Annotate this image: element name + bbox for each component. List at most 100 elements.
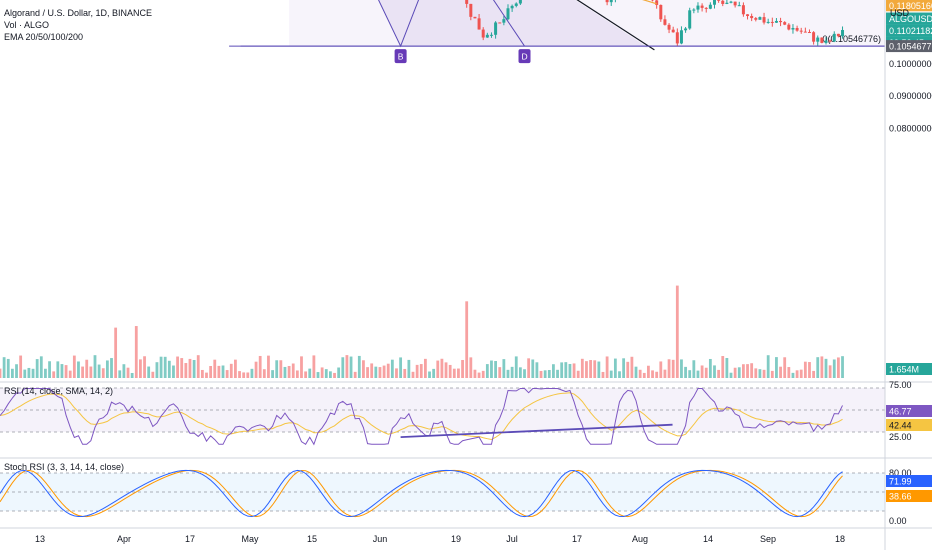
- volume-bar: [829, 365, 832, 378]
- candle-body: [502, 19, 505, 23]
- volume-bar: [569, 364, 572, 378]
- volume-bar: [445, 362, 448, 378]
- volume-bar: [48, 361, 51, 378]
- time-tick: Apr: [117, 534, 131, 544]
- volume-bar: [659, 361, 662, 378]
- volume-bar: [420, 364, 423, 378]
- chart-title: Algorand / U.S. Dollar, 1D, BINANCE: [4, 8, 152, 19]
- time-tick: Sep: [760, 534, 776, 544]
- rsi-value-tag: 46.77: [889, 407, 912, 417]
- volume-bar: [370, 363, 373, 378]
- candle-body: [763, 17, 766, 22]
- volume-bar: [742, 364, 745, 378]
- volume-bar: [139, 359, 142, 378]
- volume-bar: [664, 370, 667, 378]
- volume-bar: [143, 356, 146, 378]
- candle-body: [825, 41, 828, 43]
- currency-label: USD: [890, 8, 909, 19]
- volume-bar: [589, 360, 592, 378]
- candle-body: [469, 4, 472, 17]
- volume-bar: [515, 356, 518, 378]
- candle-body: [610, 0, 613, 2]
- volume-bar: [523, 369, 526, 378]
- candle-body: [606, 0, 609, 2]
- volume-bar: [98, 365, 101, 378]
- volume-bar: [180, 358, 183, 378]
- volume-bar: [812, 371, 815, 378]
- low-tag: 0.10546776: [889, 42, 932, 52]
- volume-bar: [717, 370, 720, 378]
- time-tick: 13: [35, 534, 45, 544]
- volume-bar: [536, 362, 539, 378]
- volume-bar: [841, 356, 844, 378]
- volume-bar: [449, 365, 452, 378]
- volume-bar: [833, 359, 836, 378]
- volume-bar: [0, 369, 1, 378]
- volume-bar: [110, 358, 113, 378]
- candle-body: [841, 30, 844, 36]
- volume-bar: [193, 360, 196, 378]
- volume-bar: [271, 370, 274, 378]
- volume-bar: [263, 369, 266, 378]
- volume-bar: [284, 367, 287, 378]
- volume-bar: [341, 357, 344, 378]
- volume-bar: [321, 367, 324, 378]
- time-tick: 17: [185, 534, 195, 544]
- volume-bar: [383, 366, 386, 378]
- rsi-tick: 75.00: [889, 380, 912, 390]
- volume-bar: [172, 366, 175, 378]
- volume-bar: [511, 367, 514, 378]
- volume-bar: [461, 360, 464, 378]
- volume-bar: [201, 370, 204, 378]
- volume-bar: [597, 362, 600, 378]
- volume-bar: [94, 355, 97, 378]
- volume-bar: [825, 359, 828, 378]
- volume-bar: [705, 368, 708, 378]
- volume-bar: [416, 365, 419, 378]
- volume-bar: [639, 370, 642, 378]
- volume-bar: [763, 370, 766, 378]
- volume-bar: [482, 371, 485, 378]
- volume-bar: [325, 369, 328, 378]
- candle-body: [709, 5, 712, 9]
- time-tick: May: [241, 534, 259, 544]
- volume-bar: [474, 370, 477, 378]
- volume-bar: [354, 372, 357, 378]
- volume-bar: [713, 365, 716, 378]
- candle-body: [680, 30, 683, 43]
- candle-body: [750, 16, 753, 18]
- candle-body: [478, 18, 481, 29]
- fib-label: 0(0.10546776): [822, 34, 881, 44]
- volume-bar: [581, 359, 584, 378]
- volume-bar: [635, 367, 638, 378]
- volume-bar: [630, 357, 633, 378]
- volume-bar: [15, 364, 18, 378]
- volume-bar: [251, 369, 254, 378]
- volume-bar: [217, 366, 220, 378]
- volume-bar: [114, 328, 117, 378]
- volume-bar: [754, 368, 757, 378]
- candle-body: [688, 10, 691, 28]
- time-tick: 18: [835, 534, 845, 544]
- candle-body: [668, 25, 671, 30]
- volume-bar: [366, 367, 369, 378]
- volume-bar: [585, 361, 588, 378]
- volume-bar: [7, 359, 10, 378]
- stoch-k-tag: 71.99: [889, 477, 912, 487]
- volume-bar: [577, 371, 580, 378]
- volume-bar: [837, 357, 840, 378]
- volume-bars: [0, 286, 844, 378]
- volume-bar: [391, 360, 394, 378]
- volume-bar: [771, 371, 774, 378]
- volume-bar: [61, 364, 64, 378]
- volume-bar: [602, 372, 605, 378]
- candle-body: [796, 28, 799, 31]
- volume-bar: [131, 373, 134, 378]
- volume-bar: [734, 368, 737, 378]
- volume-bar: [226, 370, 229, 378]
- volume-bar: [593, 360, 596, 378]
- volume-bar: [498, 367, 501, 378]
- volume-bar: [358, 356, 361, 378]
